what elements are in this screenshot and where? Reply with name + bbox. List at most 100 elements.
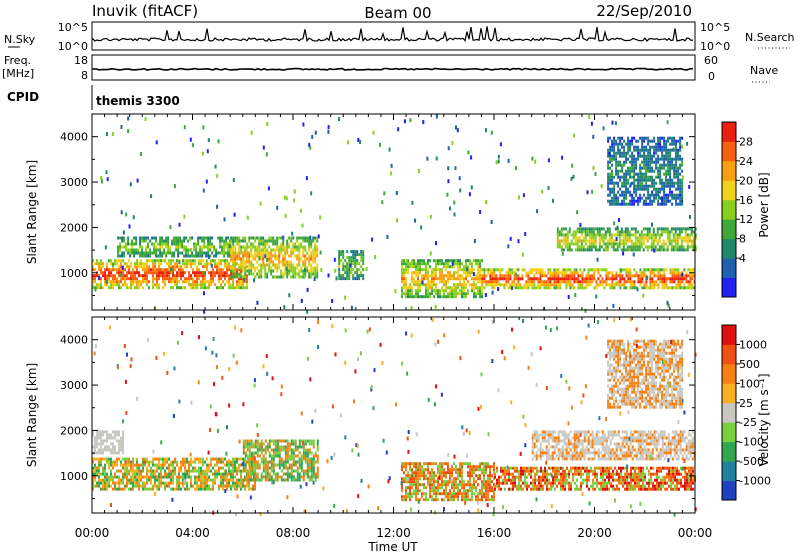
- range-time-cell: [186, 460, 188, 464]
- range-time-cell: [166, 472, 168, 476]
- range-time-cell: [672, 147, 675, 152]
- range-time-cell: [441, 498, 443, 502]
- range-time-cell: [417, 274, 419, 278]
- range-time-cell: [640, 233, 643, 237]
- range-time-cell: [226, 484, 228, 488]
- range-time-cell: [201, 151, 204, 156]
- range-time-cell: [138, 280, 140, 284]
- range-time-cell: [151, 236, 154, 240]
- range-time-cell: [246, 475, 248, 479]
- range-time-cell: [240, 280, 242, 284]
- range-time-cell: [198, 472, 200, 476]
- range-time-cell: [134, 481, 136, 485]
- range-time-cell: [677, 283, 680, 287]
- range-time-cell: [417, 465, 419, 469]
- range-time-cell: [248, 454, 251, 458]
- range-time-cell: [429, 462, 431, 466]
- range-time-cell: [409, 483, 411, 487]
- range-time-cell: [433, 480, 435, 484]
- range-time-cell: [611, 178, 614, 182]
- range-time-cell: [640, 236, 643, 240]
- range-time-cell: [433, 492, 435, 496]
- range-time-cell: [147, 236, 150, 240]
- range-time-cell: [102, 442, 104, 446]
- range-time-cell: [403, 462, 405, 466]
- range-time-cell: [165, 251, 168, 255]
- range-time-cell: [621, 190, 624, 194]
- range-time-cell: [185, 236, 188, 240]
- range-time-cell: [108, 436, 110, 440]
- range-time-cell: [645, 184, 648, 188]
- range-time-cell: [150, 478, 152, 482]
- range-time-cell: [248, 445, 251, 449]
- range-time-cell: [626, 230, 629, 234]
- range-time-cell: [155, 248, 158, 252]
- range-time-cell: [629, 268, 632, 272]
- range-time-cell: [110, 259, 112, 263]
- range-time-cell: [238, 457, 240, 461]
- range-time-cell: [260, 236, 263, 240]
- range-time-cell: [164, 271, 166, 275]
- range-time-cell: [677, 169, 680, 173]
- range-time-cell: [675, 175, 678, 179]
- range-time-cell: [621, 142, 624, 146]
- range-time-cell: [119, 245, 122, 249]
- range-time-cell: [354, 262, 357, 266]
- range-time-cell: [609, 181, 612, 185]
- range-time-cell: [246, 439, 249, 443]
- range-time-cell: [481, 274, 484, 278]
- range-time-cell: [415, 268, 417, 272]
- range-time-cell: [445, 268, 447, 272]
- range-time-cell: [135, 242, 138, 246]
- range-time-cell: [210, 457, 212, 461]
- range-time-cell: [632, 233, 635, 237]
- range-time-cell: [461, 283, 463, 287]
- range-time-cell: [659, 166, 662, 170]
- range-time-cell: [645, 154, 648, 158]
- range-time-cell: [419, 465, 421, 469]
- range-time-cell: [204, 280, 206, 284]
- velocity-scatter: [92, 317, 697, 517]
- range-time-cell: [162, 475, 164, 479]
- range-time-cell: [677, 286, 680, 290]
- range-time-cell: [116, 451, 118, 455]
- range-time-cell: [120, 125, 123, 129]
- range-time-cell: [217, 236, 220, 240]
- range-time-cell: [304, 460, 307, 464]
- range-time-cell: [405, 271, 407, 275]
- range-time-cell: [104, 245, 107, 250]
- range-time-cell: [222, 457, 224, 461]
- range-time-cell: [607, 181, 610, 185]
- range-time-cell: [236, 251, 239, 255]
- range-time-cell: [437, 277, 439, 281]
- range-time-cell: [199, 254, 202, 258]
- range-time-cell: [154, 478, 156, 482]
- range-time-cell: [551, 277, 554, 281]
- range-time-cell: [120, 265, 122, 269]
- range-time-cell: [292, 439, 295, 443]
- range-time-cell: [629, 190, 632, 194]
- range-time-cell: [236, 472, 238, 476]
- range-time-cell: [545, 280, 548, 284]
- range-time-cell: [676, 242, 679, 246]
- range-time-cell: [290, 448, 293, 452]
- range-time-cell: [588, 233, 591, 237]
- range-time-cell: [346, 250, 349, 254]
- range-time-cell: [633, 178, 636, 182]
- range-time-cell: [214, 265, 216, 269]
- range-time-cell: [244, 254, 247, 258]
- range-time-cell: [658, 227, 661, 231]
- range-time-cell: [272, 248, 275, 252]
- range-time-cell: [529, 280, 532, 284]
- range-time-cell: [403, 283, 405, 287]
- range-time-cell: [274, 242, 277, 246]
- range-time-cell: [292, 475, 295, 479]
- range-time-cell: [694, 245, 697, 249]
- range-time-cell: [250, 242, 253, 246]
- colorbar-segment: [722, 160, 736, 181]
- range-time-cell: [487, 283, 490, 287]
- range-time-cell: [621, 283, 624, 287]
- range-time-cell: [270, 478, 273, 482]
- range-time-cell: [609, 271, 612, 275]
- range-time-cell: [230, 242, 233, 246]
